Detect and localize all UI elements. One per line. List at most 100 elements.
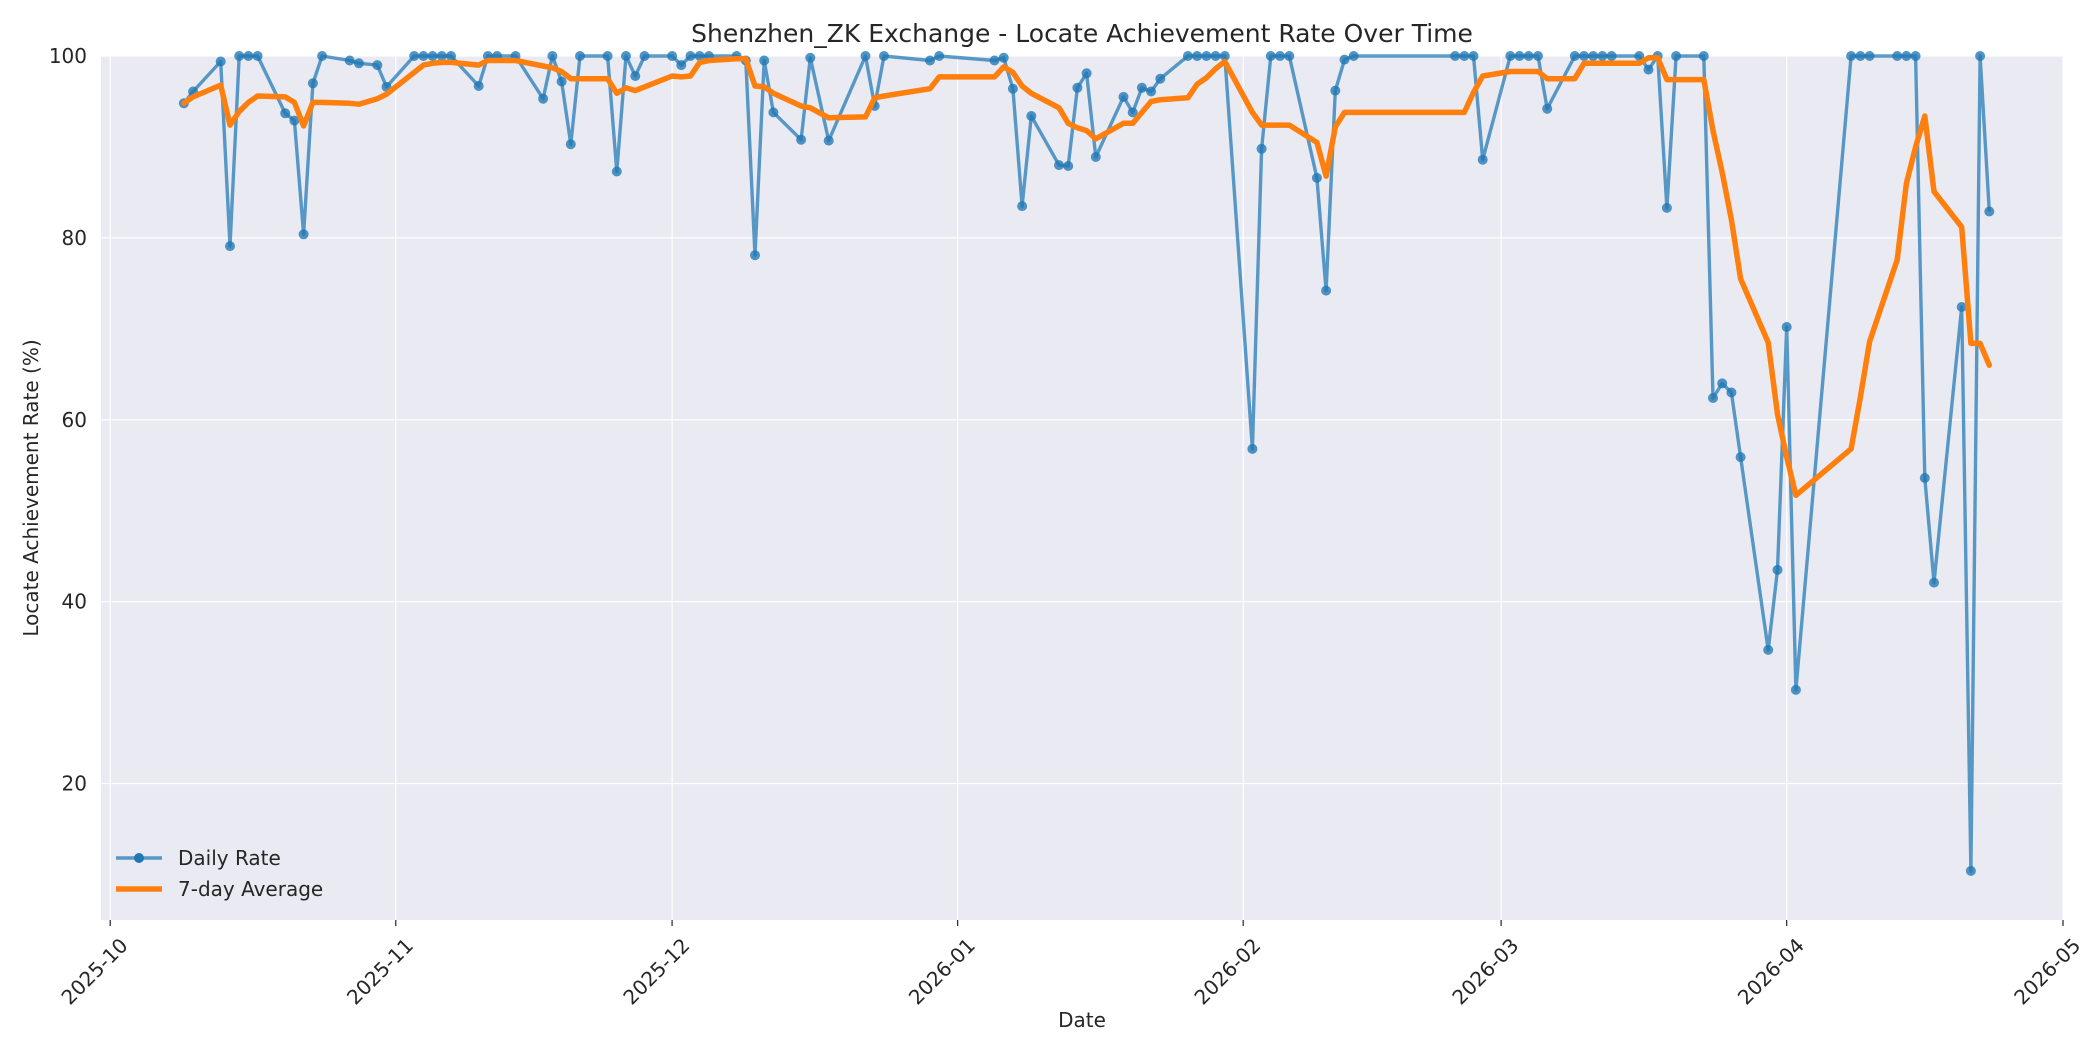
y-tick-label: 100	[49, 44, 87, 68]
daily-rate-point	[1477, 154, 1488, 165]
y-tick-label: 40	[62, 590, 87, 614]
daily-rate-point	[621, 51, 631, 61]
daily-rate-point	[243, 51, 254, 61]
daily-rate-point	[667, 51, 678, 61]
daily-rate-point	[1772, 564, 1783, 575]
daily-rate-point	[1910, 51, 1921, 61]
daily-rate-point	[1698, 51, 1709, 61]
daily-rate-point	[353, 58, 364, 69]
daily-rate-point	[639, 51, 650, 61]
daily-rate-point	[225, 241, 235, 252]
daily-rate-point	[1514, 51, 1525, 61]
daily-rate-point	[1007, 83, 1018, 94]
y-tick-label: 60	[62, 408, 87, 432]
daily-rate-point	[473, 81, 484, 91]
daily-rate-point	[750, 250, 760, 261]
daily-rate-point	[1542, 103, 1553, 114]
daily-rate-point	[1505, 51, 1516, 61]
daily-rate-point	[1643, 64, 1654, 75]
daily-rate-point	[1072, 82, 1083, 93]
daily-rate-point	[759, 55, 770, 66]
daily-rate-series	[178, 51, 1995, 876]
x-axis-label: Date	[1058, 1008, 1106, 1032]
daily-rate-point	[307, 78, 318, 89]
daily-rate-point	[446, 51, 456, 61]
daily-rate-point	[317, 51, 328, 61]
daily-rate-point	[1256, 143, 1267, 154]
daily-rate-point	[1090, 152, 1101, 162]
daily-rate-point	[1901, 51, 1912, 61]
daily-rate-point	[1247, 443, 1258, 454]
daily-rate-point	[1210, 51, 1221, 61]
daily-rate-point	[823, 135, 834, 146]
daily-rate-point	[1735, 452, 1746, 463]
daily-rate-point	[1975, 51, 1986, 61]
daily-rate-point	[1763, 644, 1774, 655]
daily-rate-point	[1063, 161, 1074, 171]
y-tick-label: 80	[62, 226, 87, 250]
seven-day-average-line	[181, 55, 1993, 499]
daily-rate-point	[1588, 51, 1599, 61]
daily-rate-point	[1136, 82, 1147, 93]
daily-rate-point	[547, 51, 558, 61]
daily-rate-point	[925, 55, 935, 66]
daily-rate-point	[879, 51, 889, 61]
daily-rate-point	[1468, 51, 1479, 61]
daily-rate-point	[1017, 201, 1028, 212]
daily-rate-point	[1606, 51, 1617, 61]
daily-rate-point	[1026, 111, 1037, 121]
daily-rate-point	[252, 51, 263, 61]
daily-rate-point	[1146, 86, 1157, 97]
daily-rate-point	[1450, 51, 1461, 61]
legend: Daily Rate 7-day Average	[116, 846, 323, 901]
daily-rate-point	[1984, 206, 1995, 217]
legend-daily-rate-marker	[134, 853, 144, 863]
y-axis-label: Locate Achievement Rate (%)	[19, 339, 43, 636]
daily-rate-point	[1864, 51, 1875, 61]
daily-rate-point	[1118, 91, 1129, 102]
daily-rate-point	[289, 115, 300, 126]
daily-rate-point	[602, 51, 613, 61]
daily-rate-point	[1265, 51, 1276, 61]
daily-rate-point	[1459, 51, 1470, 61]
daily-rate-point	[1569, 51, 1580, 61]
daily-rate-point	[1321, 285, 1332, 296]
daily-rate-point	[1790, 684, 1801, 695]
daily-rate-point	[1523, 51, 1534, 61]
daily-rate-point	[1671, 51, 1682, 61]
daily-rate-point	[556, 76, 567, 87]
daily-rate-point	[1275, 51, 1285, 61]
y-tick-label: 20	[62, 772, 87, 796]
daily-rate-point	[611, 166, 622, 177]
daily-rate-point	[1597, 51, 1608, 61]
daily-rate-point	[989, 55, 1000, 66]
daily-rate-point	[694, 51, 705, 61]
daily-rate-point	[1579, 51, 1589, 61]
daily-rate-point	[409, 51, 420, 61]
daily-rate-point	[538, 93, 549, 104]
daily-rate-point	[1311, 172, 1322, 183]
daily-rate-point	[1182, 51, 1193, 61]
seven-day-average-series	[181, 55, 1993, 499]
daily-rate-point	[418, 51, 429, 61]
daily-rate-point	[1919, 473, 1930, 483]
daily-rate-point	[215, 56, 226, 67]
daily-rate-point	[1726, 387, 1737, 398]
daily-rate-point	[1219, 51, 1230, 61]
daily-rate-point	[1201, 51, 1212, 61]
daily-rate-point	[1956, 302, 1967, 312]
daily-rate-point	[1348, 51, 1359, 61]
daily-rate-point	[280, 108, 291, 119]
daily-rate-point	[1855, 51, 1866, 61]
daily-rate-point	[1717, 378, 1728, 389]
daily-rate-point	[1339, 54, 1350, 65]
daily-rate-point	[1965, 865, 1976, 876]
daily-rate-point	[1155, 73, 1166, 84]
daily-rate-point	[860, 51, 871, 61]
daily-rate-point	[805, 52, 816, 63]
daily-rate-point	[1634, 51, 1645, 61]
daily-rate-point	[1781, 322, 1792, 332]
daily-rate-point	[575, 51, 585, 61]
legend-daily-rate-label: Daily Rate	[178, 846, 281, 870]
